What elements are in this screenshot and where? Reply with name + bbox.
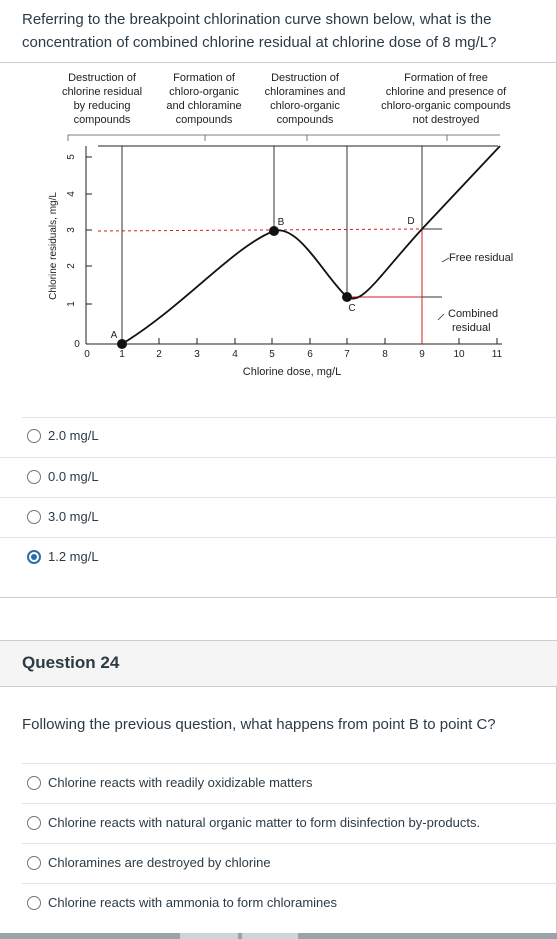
x-tick-5: 5 <box>269 349 275 360</box>
radio-button[interactable] <box>27 776 41 790</box>
reference-dashed-line <box>97 228 423 232</box>
region-3-line-2: chloramines and <box>265 86 346 98</box>
answers-divider <box>22 417 557 418</box>
region-4-line-4: not destroyed <box>413 114 480 126</box>
residual-brackets <box>347 229 423 344</box>
y-tick-4: 4 <box>66 191 77 197</box>
scrollbar-segment <box>242 933 298 939</box>
answer-option-2[interactable]: Chlorine reacts with natural organic mat… <box>22 803 557 843</box>
question-24-title: Question 24 <box>22 653 120 672</box>
y-axis-label: Chlorine residuals, mg/L <box>48 192 59 300</box>
answer-label: Chlorine reacts with natural organic mat… <box>48 815 481 830</box>
bottom-scrollbar[interactable] <box>0 933 557 939</box>
radio-button[interactable] <box>27 510 41 524</box>
answer-option-3[interactable]: Chloramines are destroyed by chlorine <box>22 843 557 883</box>
breakpoint-chlorination-figure: Destruction of chlorine residual by redu… <box>48 72 513 378</box>
question-24-header: Question 24 <box>0 640 557 687</box>
region-2-line-4: compounds <box>176 114 233 126</box>
question-divider <box>0 62 557 63</box>
region-1-line-3: by reducing <box>74 100 131 112</box>
point-a-label: A <box>111 330 118 341</box>
x-tick-labels: 0 1 2 3 4 5 6 7 8 9 10 11 <box>84 349 502 360</box>
region-2-line-3: and chloramine <box>166 100 241 112</box>
combined-residual-label-2: residual <box>452 322 491 334</box>
radio-button[interactable] <box>27 429 41 443</box>
x-tick-10: 10 <box>453 349 465 360</box>
answer-option-1[interactable]: Chlorine reacts with readily oxidizable … <box>22 763 557 803</box>
combined-residual-leader <box>437 313 445 321</box>
point-b-marker <box>269 226 279 236</box>
answer-label: Chloramines are destroyed by chlorine <box>48 855 271 870</box>
answer-label: 2.0 mg/L <box>48 428 99 443</box>
x-tick-0: 0 <box>84 349 90 360</box>
scrollbar-segment <box>180 933 238 939</box>
answer-label: 3.0 mg/L <box>48 509 99 524</box>
y-tick-3: 3 <box>66 227 77 233</box>
y-tick-labels: 5 4 3 2 1 0 <box>66 154 80 350</box>
x-axis-label: Chlorine dose, mg/L <box>243 366 341 378</box>
breakpoint-curve <box>121 145 501 345</box>
point-labels: A B C D <box>111 216 415 341</box>
answer-label: Chlorine reacts with ammonia to form chl… <box>48 895 337 910</box>
region-bracket <box>67 134 500 141</box>
residual-dividers <box>422 228 442 298</box>
combined-residual-label-1: Combined <box>448 308 498 320</box>
answer-label: 0.0 mg/L <box>48 469 99 484</box>
region-4-line-2: chlorine and presence of <box>386 86 507 98</box>
region-labels: Destruction of chlorine residual by redu… <box>62 72 511 126</box>
x-axis <box>86 338 502 345</box>
point-a-marker <box>117 339 127 349</box>
region-2-line-2: chloro-organic <box>169 86 239 98</box>
point-d-label: D <box>407 216 414 227</box>
region-boundaries <box>121 146 423 344</box>
y-tick-5: 5 <box>66 154 77 160</box>
region-1-line-1: Destruction of <box>68 72 137 84</box>
y-tick-1: 1 <box>66 301 77 307</box>
answer-label: 1.2 mg/L <box>48 549 99 564</box>
x-tick-1: 1 <box>119 349 125 360</box>
x-tick-2: 2 <box>156 349 162 360</box>
x-tick-11: 11 <box>492 349 503 360</box>
answer-option-4[interactable]: 1.2 mg/L <box>0 537 557 577</box>
question-23-card: Referring to the breakpoint chlorination… <box>0 0 557 598</box>
answer-option-3[interactable]: 3.0 mg/L <box>0 497 557 537</box>
region-3-line-3: chloro-organic <box>270 100 340 112</box>
free-residual-label: Free residual <box>449 252 513 264</box>
x-tick-8: 8 <box>382 349 388 360</box>
region-3-line-1: Destruction of <box>271 72 340 84</box>
answer-option-4[interactable]: Chlorine reacts with ammonia to form chl… <box>22 883 557 923</box>
answer-option-1[interactable]: 2.0 mg/L <box>0 417 557 457</box>
radio-button[interactable] <box>27 816 41 830</box>
region-1-line-2: chlorine residual <box>62 86 142 98</box>
region-2-line-1: Formation of <box>173 72 236 84</box>
region-3-line-4: compounds <box>277 114 334 126</box>
point-c-marker <box>342 292 352 302</box>
x-tick-4: 4 <box>232 349 238 360</box>
answer-label: Chlorine reacts with readily oxidizable … <box>48 775 313 790</box>
answer-option-2[interactable]: 0.0 mg/L <box>0 457 557 497</box>
x-tick-6: 6 <box>307 349 313 360</box>
region-1-line-4: compounds <box>74 114 131 126</box>
y-axis <box>85 146 92 345</box>
x-tick-7: 7 <box>344 349 350 360</box>
free-residual-leader <box>441 257 450 263</box>
y-tick-2: 2 <box>66 263 77 269</box>
region-4-line-3: chloro-organic compounds <box>381 100 511 112</box>
x-tick-9: 9 <box>419 349 425 360</box>
radio-button-selected[interactable] <box>27 550 41 564</box>
region-4-line-1: Formation of free <box>404 72 488 84</box>
radio-button[interactable] <box>27 896 41 910</box>
radio-button[interactable] <box>27 470 41 484</box>
radio-button[interactable] <box>27 856 41 870</box>
point-b-label: B <box>278 217 285 228</box>
y-tick-0: 0 <box>74 339 80 350</box>
x-tick-3: 3 <box>194 349 200 360</box>
question-24-text: Following the previous question, what ha… <box>22 716 496 733</box>
question-23-text: Referring to the breakpoint chlorination… <box>22 11 497 51</box>
point-c-label: C <box>348 303 355 314</box>
